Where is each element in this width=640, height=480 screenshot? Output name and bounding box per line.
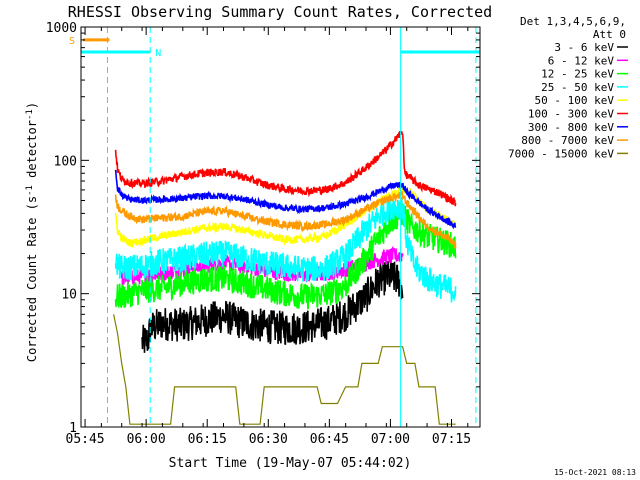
y-axis-label-end: ) <box>25 102 39 109</box>
x-tick-label: 05:45 <box>66 432 105 447</box>
chart-title: RHESSI Observing Summary Count Rates, Co… <box>68 3 492 21</box>
series-line-5 <box>114 130 457 207</box>
x-tick-label: 06:00 <box>127 432 166 447</box>
legend-label: 50 - 100 keV <box>535 94 615 107</box>
y-tick-label: 1000 <box>46 21 77 36</box>
legend-title: Det 1,3,4,5,6,9, <box>520 15 626 28</box>
legend-label: 6 - 12 keV <box>548 54 615 67</box>
series-line-2 <box>114 202 457 310</box>
y-tick-label: 1 <box>69 421 77 436</box>
y-axis-label-main: Corrected Count Rate (s <box>25 196 39 362</box>
legend-label: 3 - 6 keV <box>554 41 614 54</box>
series-layer <box>113 130 457 425</box>
series-line-4 <box>114 186 457 249</box>
series-line-7 <box>114 191 457 249</box>
x-tick-label: 07:00 <box>371 432 410 447</box>
series-line-0 <box>141 259 404 353</box>
y-tick-label: 10 <box>61 288 77 303</box>
legend-title: Att 0 <box>593 28 626 41</box>
legend-label: 7000 - 15000 keV <box>508 147 614 160</box>
y-axis-label-mid: detector <box>25 120 39 185</box>
x-tick-label: 07:15 <box>432 432 471 447</box>
flag-label: S <box>69 36 75 47</box>
legend-label: 800 - 7000 keV <box>521 134 614 147</box>
y-axis-label: Corrected Count Rate (s-1 detector-1) <box>25 102 39 362</box>
y-axis-label-sup2: -1 <box>25 109 35 120</box>
legend-label: 12 - 25 keV <box>541 68 614 81</box>
plot-area: S N 05:45 06:00 06:15 06:30 06:45 07:00 07:15 1 1… <box>46 21 481 447</box>
x-tick-label: 06:15 <box>188 432 227 447</box>
series-line-6 <box>114 169 457 230</box>
axis-ticks: 05:45 06:00 06:15 06:30 06:45 07:00 07:15 1 10 10… <box>46 21 480 447</box>
series-line-8 <box>113 314 456 425</box>
flag-label: N <box>155 48 161 59</box>
x-tick-label: 06:45 <box>310 432 349 447</box>
x-tick-label: 06:30 <box>249 432 288 447</box>
y-axis-label-sup: -1 <box>25 185 35 196</box>
x-axis-label: Start Time (19-May-07 05:44:02) <box>169 456 412 471</box>
legend-label: 100 - 300 keV <box>528 108 614 121</box>
footer-timestamp: 15-Oct-2021 08:13 <box>554 468 636 477</box>
legend-label: 300 - 800 keV <box>528 121 614 134</box>
y-tick-label: 100 <box>54 154 77 169</box>
plot-frame <box>80 26 481 428</box>
series-line-3 <box>114 195 457 303</box>
legend-label: 25 - 50 keV <box>541 81 614 94</box>
